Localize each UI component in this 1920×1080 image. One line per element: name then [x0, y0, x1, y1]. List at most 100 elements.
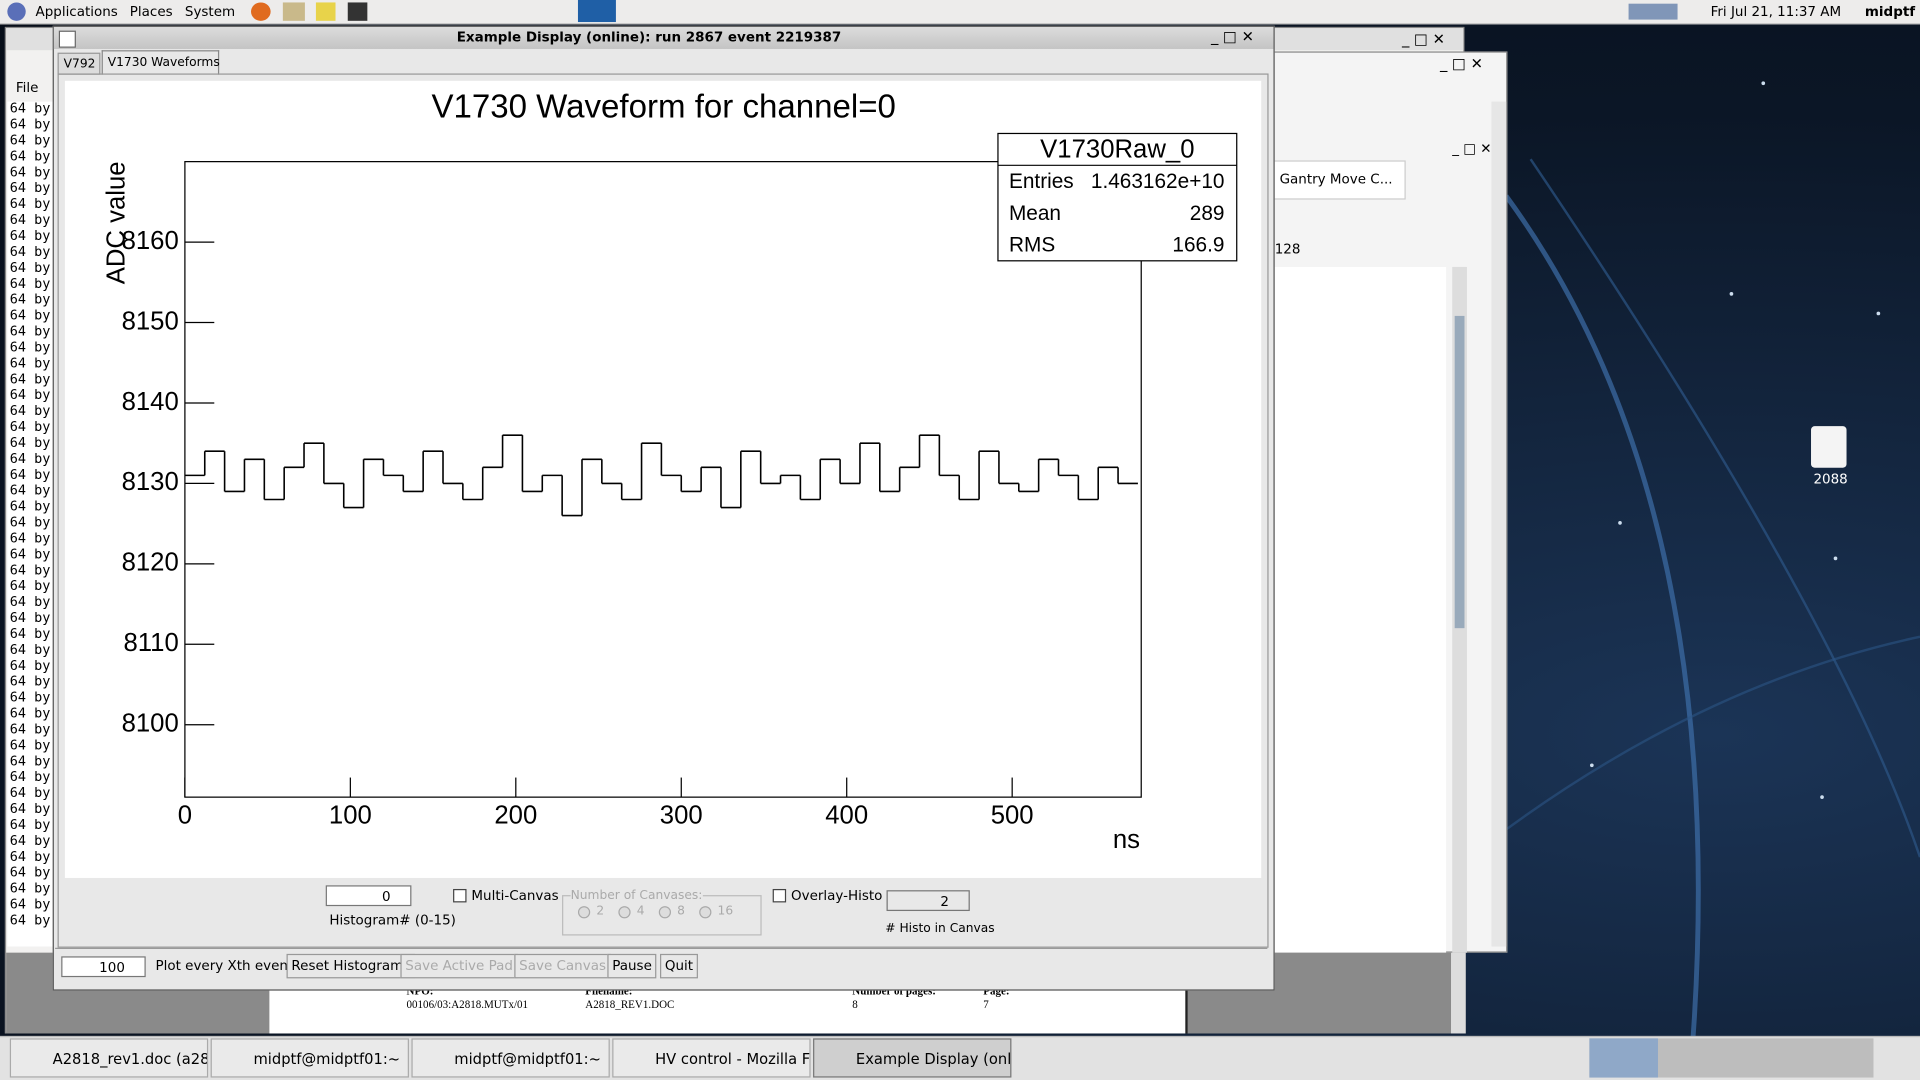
terminal-line: 64 by [9, 784, 51, 801]
task-button[interactable]: midptf@midptf01:~ [210, 1038, 409, 1078]
terminal-line: 64 by [9, 386, 51, 403]
doc-value: 00106/03:A2818.MUTx/01 [406, 997, 529, 1011]
terminal-line: 64 by [9, 355, 51, 372]
radio-label: 4 [636, 904, 645, 919]
terminal-line: 64 by [9, 164, 51, 180]
browser-window: _ □ ✕ _ □ ✕ Gantry Move C... 128 [1267, 51, 1508, 953]
terminal-line: 64 by [9, 737, 51, 754]
terminal-line: 64 by [9, 482, 51, 499]
terminal-line: 64 by [9, 514, 51, 531]
terminal-line: 64 by [9, 291, 51, 308]
terminal-line: 64 by [9, 259, 51, 276]
y-tick-label: 8140 [122, 388, 179, 416]
menu[interactable]: Places [129, 3, 173, 20]
window-controls[interactable]: _ □ ✕ [1211, 28, 1254, 46]
checkbox[interactable] [453, 888, 467, 903]
window-controls[interactable]: _ □ ✕ [1402, 30, 1445, 48]
terminal-line: 64 by [9, 148, 51, 165]
browser-tab[interactable]: Gantry Move C... [1279, 171, 1393, 188]
menu[interactable]: Applications [35, 3, 118, 20]
terminal-line: 64 by [9, 323, 51, 340]
terminal-line: 64 by [9, 657, 51, 674]
spin-box[interactable]: 0 [325, 885, 412, 907]
x-tick-label: 100 [329, 802, 372, 830]
stats-value: 1.463162e+10 [1091, 170, 1225, 193]
workspace-switcher[interactable] [1589, 1038, 1874, 1078]
doc-value: A2818_REV1.DOC [585, 997, 675, 1011]
terminal-line: 64 by [9, 227, 51, 244]
stats-key: Entries [1009, 170, 1074, 193]
spin-box[interactable]: 100 [61, 956, 146, 978]
terminal-line: 64 by [9, 816, 51, 833]
button[interactable]: Quit [660, 953, 698, 979]
task-button[interactable]: Example Display (onli... [813, 1038, 1012, 1078]
x-axis-label: ns [1113, 826, 1140, 854]
icon-label[interactable]: 2088 [1813, 471, 1848, 488]
stats-title: V1730Raw_0 [1040, 135, 1194, 163]
task-button[interactable]: midptf@midptf01:~ [411, 1038, 610, 1078]
terminal-line: 64 by [9, 625, 51, 642]
button: Save Active Pad [400, 953, 518, 979]
terminal-line: 64 by [9, 450, 51, 467]
terminal-line: 64 by [9, 753, 51, 769]
button[interactable]: Reset Histograms [286, 953, 416, 979]
terminal-line: 64 by [9, 562, 51, 578]
terminal-line: 64 by [9, 211, 51, 228]
label: Histogram# (0-15) [329, 912, 456, 929]
checkbox[interactable] [772, 888, 787, 903]
x-tick-label: 0 [178, 802, 192, 830]
task-button[interactable]: HV control - Mozilla Fir... [612, 1038, 811, 1078]
radio-label: 2 [596, 904, 605, 919]
x-tick-label: 200 [494, 802, 537, 830]
terminal-line: 64 by [9, 832, 51, 849]
terminal-line: 64 by [9, 800, 51, 817]
stats-value: 166.9 [1172, 234, 1224, 257]
terminal-line: 64 by [9, 721, 51, 738]
terminal-line: 64 by [9, 705, 51, 722]
stats-key: Mean [1009, 202, 1061, 225]
stats-box [997, 132, 1238, 262]
terminal-line: 64 by [9, 116, 51, 133]
terminal-line: 64 by [9, 418, 51, 435]
desktop-icon[interactable] [1811, 426, 1847, 468]
terminal-line: 64 by [9, 864, 51, 881]
radio-button [658, 906, 672, 919]
y-tick-label: 8100 [122, 710, 179, 738]
terminal-line: 64 by [9, 896, 51, 913]
group-label: Number of Canvases: [570, 887, 703, 904]
stats-key: RMS [1009, 234, 1055, 257]
chart-title: V1730 Waveform for channel=0 [431, 89, 895, 126]
tab[interactable] [101, 50, 220, 75]
menu[interactable]: System [184, 3, 236, 20]
terminal-line: 64 by [9, 880, 51, 897]
tab-label[interactable]: V1730 Waveforms [107, 56, 220, 70]
terminal-line: 64 by [9, 434, 51, 451]
tab-label[interactable]: V792 [63, 57, 96, 72]
user-name[interactable]: midptf [1864, 3, 1916, 20]
y-tick-label: 8110 [123, 629, 178, 657]
terminal-line: 64 by [9, 641, 51, 658]
terminal-line: 64 by [9, 689, 51, 706]
task-button[interactable]: A2818_rev1.doc (a281... [9, 1038, 209, 1078]
stats-value: 289 [1190, 202, 1225, 225]
terminal-line: 64 by [9, 132, 51, 149]
checkbox-label[interactable]: Overlay-Histo [791, 887, 883, 904]
radio-button [699, 906, 712, 919]
checkbox-label[interactable]: Multi-Canvas [471, 887, 559, 904]
terminal-line: 64 by [9, 402, 51, 419]
y-tick-label: 8160 [122, 227, 179, 255]
terminal-line: 64 by [9, 180, 51, 196]
menu[interactable]: File [15, 79, 39, 96]
x-tick-label: 500 [991, 802, 1034, 830]
top-panel: Applications Places System Fri Jul 21, 1… [0, 0, 1920, 25]
y-tick-label: 8150 [122, 307, 179, 335]
button[interactable]: Pause [607, 953, 657, 979]
terminal-line: 64 by [9, 530, 51, 547]
terminal-line: 64 by [9, 673, 51, 690]
y-tick-label: 8120 [122, 549, 179, 577]
window-title: Example Display (online): run 2867 event… [456, 29, 842, 46]
spin-box[interactable]: 2 [886, 890, 970, 912]
radio-label: 16 [717, 904, 734, 919]
